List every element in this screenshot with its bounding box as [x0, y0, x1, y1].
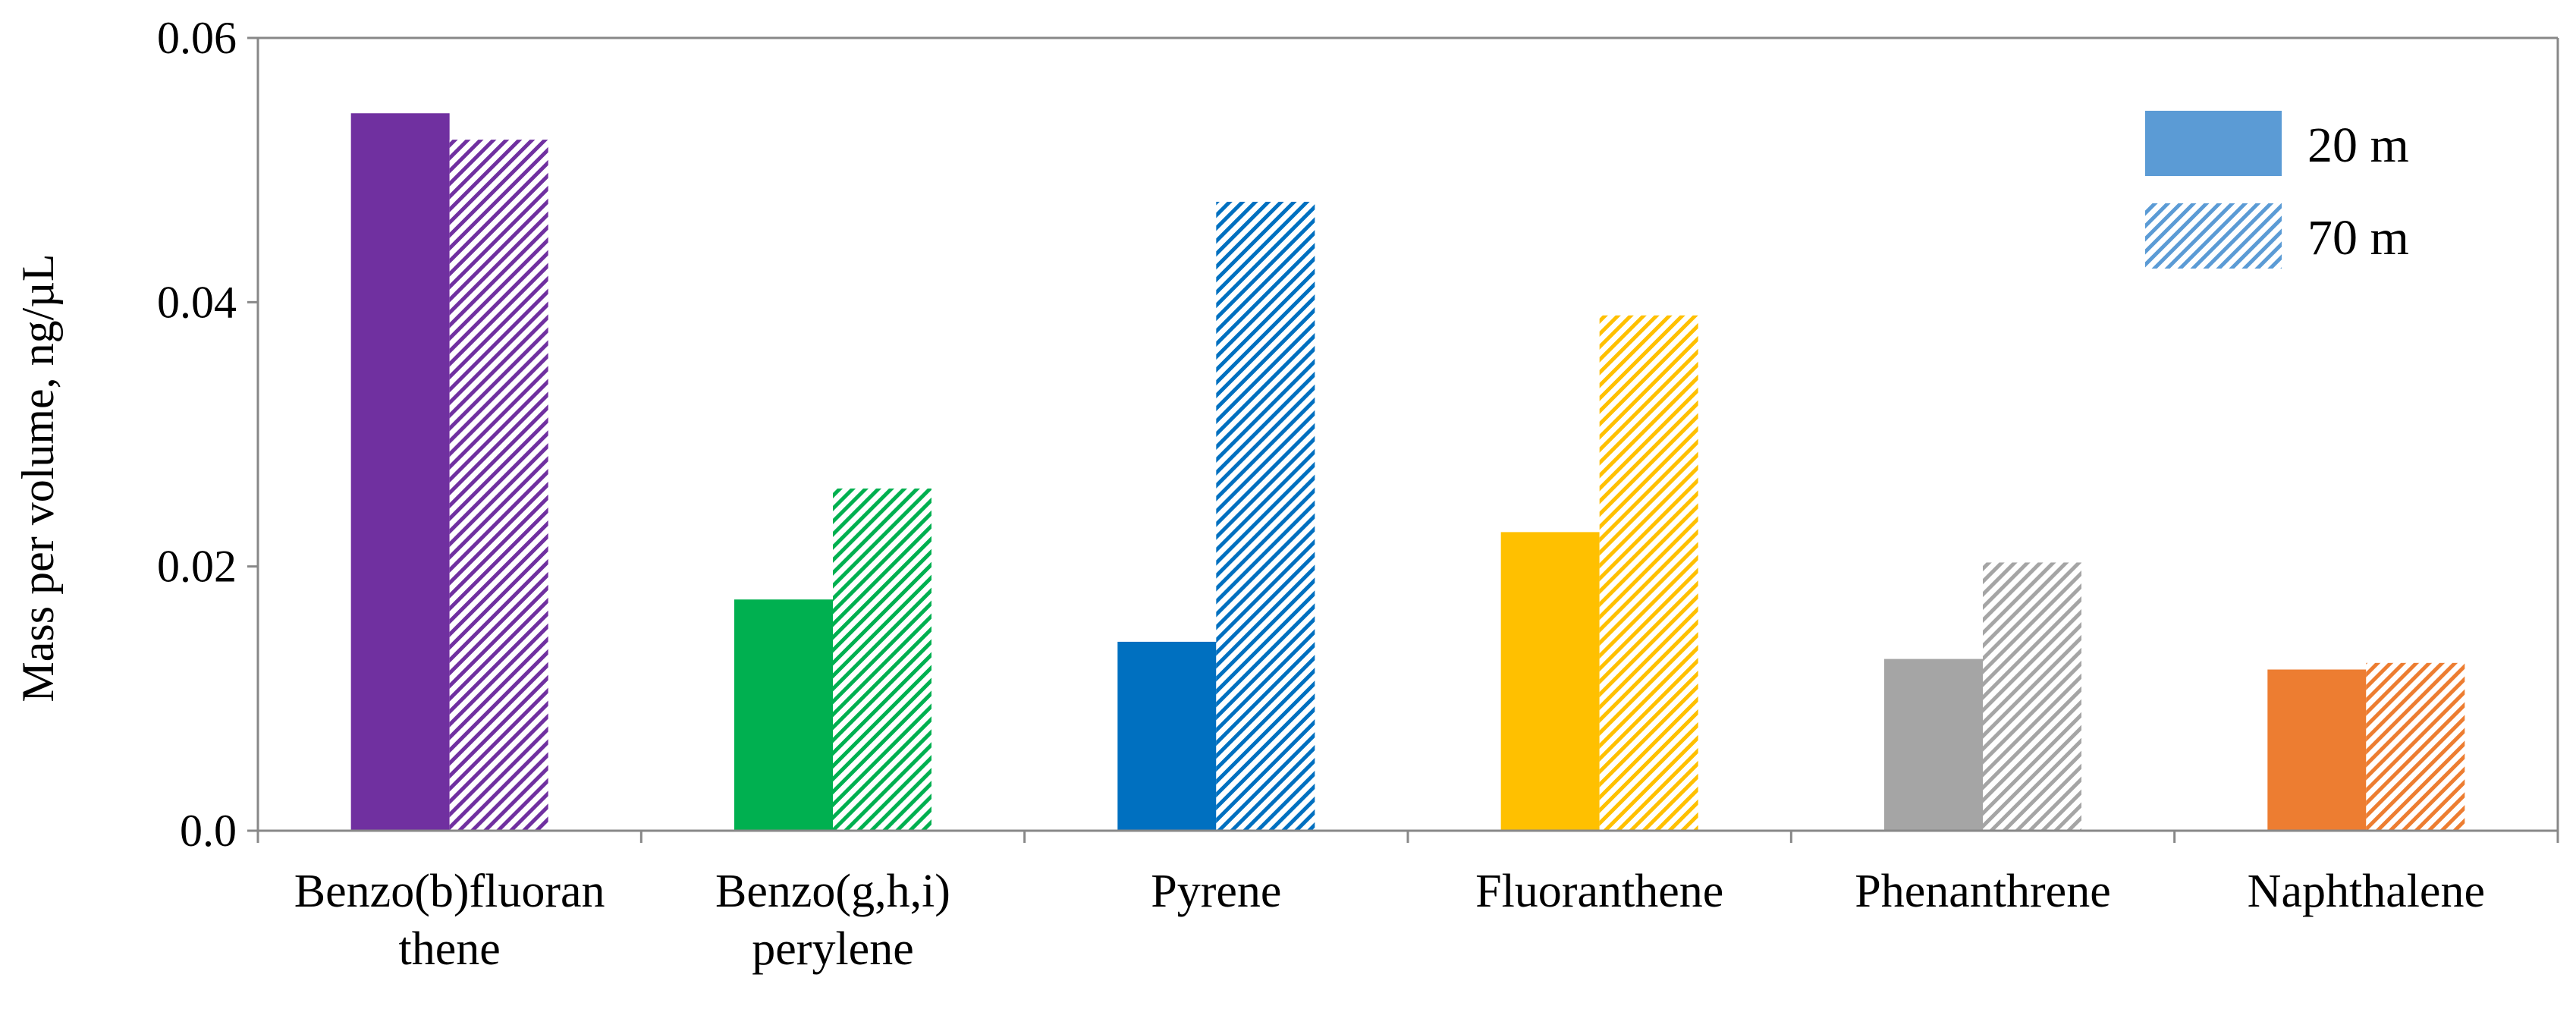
bar-20m-2	[1117, 641, 1217, 831]
x-category-label: thene	[399, 923, 501, 975]
y-tick-label: 0.0	[180, 806, 237, 856]
x-category-label: Fluoranthene	[1475, 866, 1723, 917]
legend-label: 70 m	[2307, 210, 2409, 266]
bar-20m-0	[350, 113, 450, 831]
x-category-label: Pyrene	[1151, 866, 1281, 917]
bar-70m-1	[833, 488, 931, 831]
y-tick-label: 0.02	[157, 542, 237, 592]
legend-swatch-20m	[2145, 111, 2282, 176]
bar-70m-4	[1983, 562, 2081, 831]
bar-20m-5	[2267, 669, 2367, 831]
x-category-label: Benzo(g,h,i)	[715, 866, 950, 917]
y-tick-label: 0.06	[157, 13, 237, 63]
bar-20m-3	[1500, 532, 1600, 831]
x-category-label: Phenanthrene	[1855, 866, 2110, 917]
bar-70m-0	[449, 140, 548, 831]
legend-label: 20 m	[2307, 118, 2409, 173]
y-tick-label: 0.04	[157, 277, 237, 327]
x-category-label: Benzo(b)fluoran	[294, 866, 605, 917]
bar-70m-5	[2366, 662, 2465, 831]
bar-20m-1	[734, 599, 833, 831]
x-category-label: perylene	[752, 923, 913, 975]
bar-70m-2	[1216, 201, 1315, 831]
y-axis-title: Mass per volume, ng/µL	[13, 253, 63, 702]
bar-70m-3	[1599, 315, 1698, 831]
bar-20m-4	[1884, 659, 1983, 831]
x-category-label: Naphthalene	[2248, 866, 2485, 917]
legend-swatch-70m	[2145, 203, 2282, 269]
